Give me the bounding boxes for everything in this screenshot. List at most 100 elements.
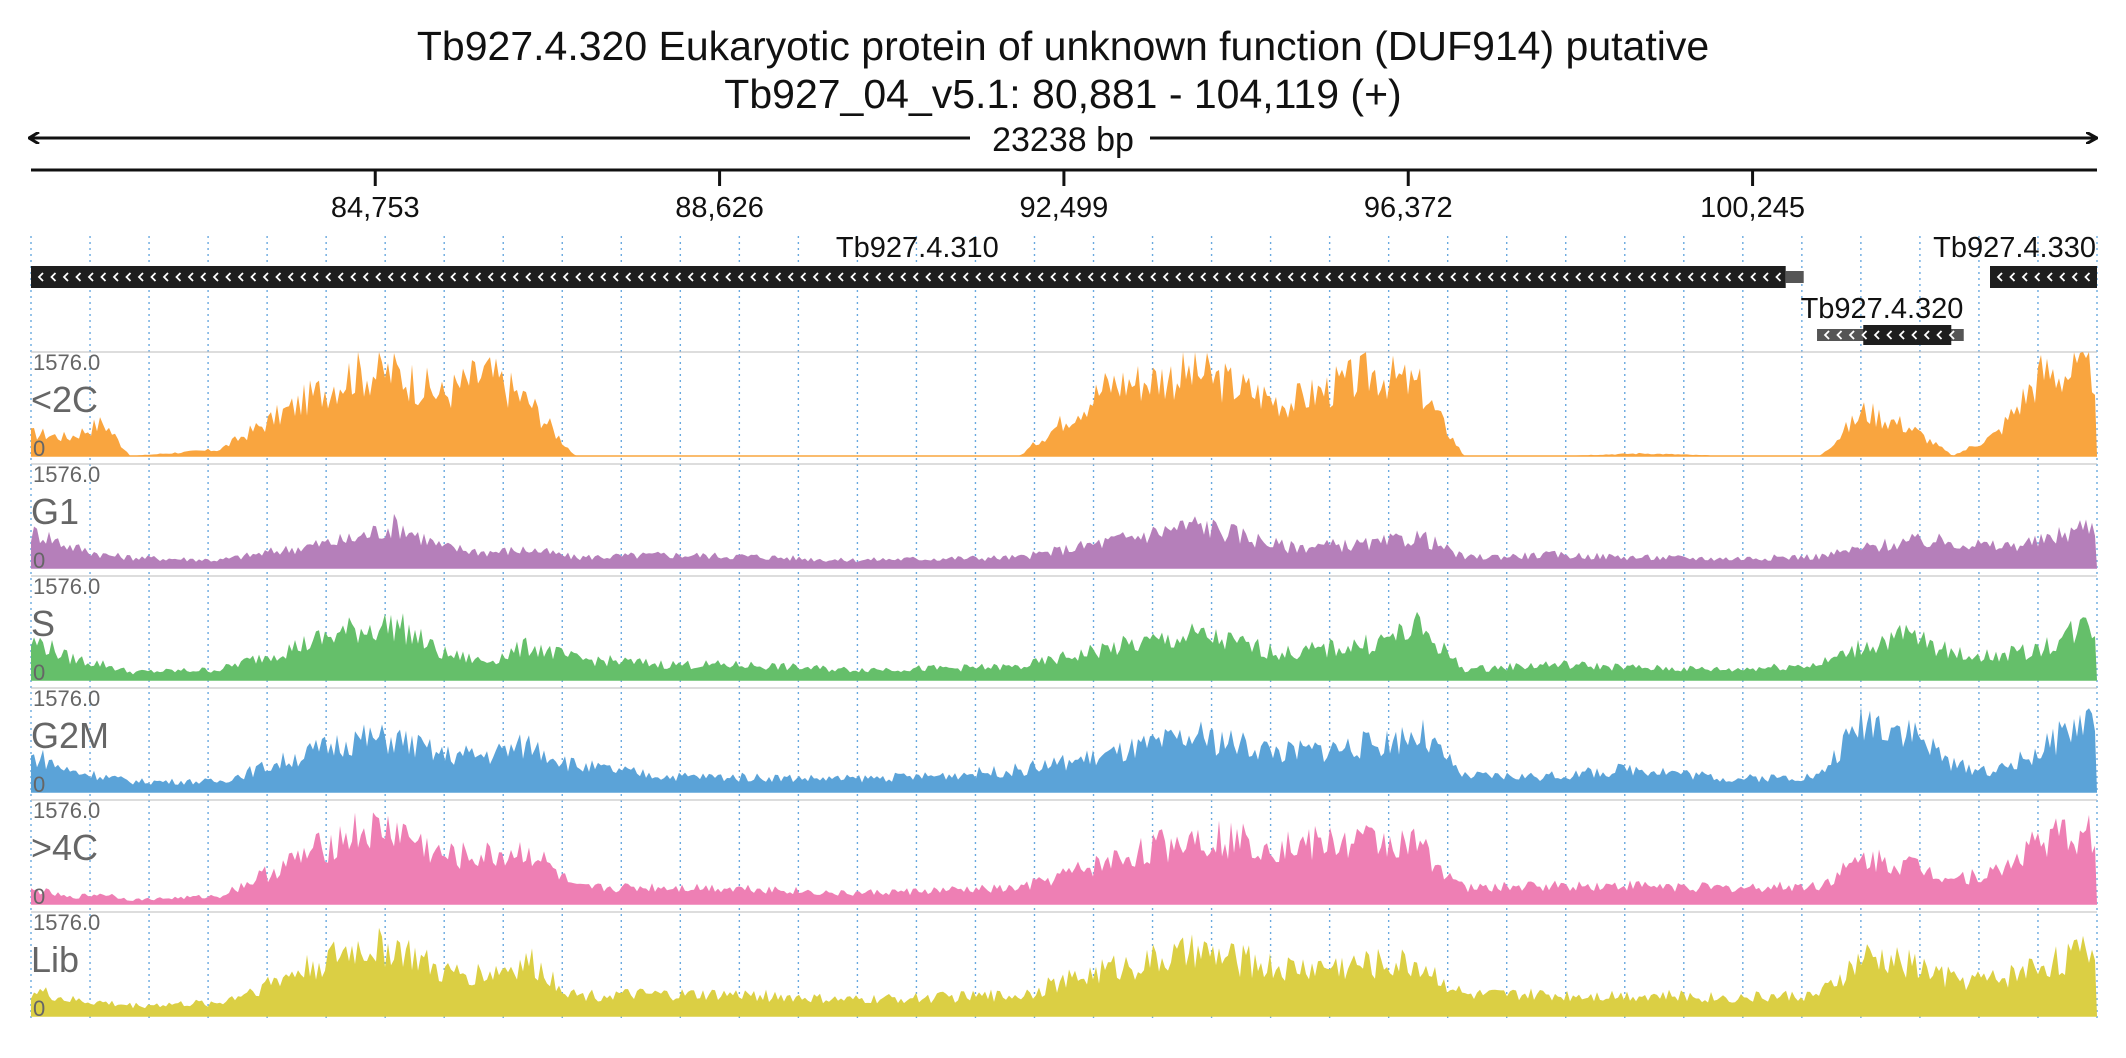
coverage-area-S <box>31 611 2097 680</box>
axis-tick-label: 84,753 <box>331 192 420 224</box>
strand-chevron <box>500 272 507 282</box>
strand-chevron <box>1911 330 1918 340</box>
strand-chevron <box>1675 272 1682 282</box>
strand-chevron <box>562 272 569 282</box>
track-name-label: <2C <box>31 379 98 420</box>
strand-chevron <box>1737 272 1744 282</box>
strand-chevron <box>1375 272 1382 282</box>
gene-tb927-4-320[interactable]: Tb927.4.320 <box>1801 293 1964 345</box>
coverage-area-G2M <box>31 706 2097 792</box>
strand-chevron <box>975 272 982 282</box>
strand-chevron <box>1112 272 1119 282</box>
strand-chevron <box>862 272 869 282</box>
strand-chevron <box>1437 272 1444 282</box>
strand-chevron <box>50 272 57 282</box>
strand-chevron <box>200 272 207 282</box>
strand-chevron <box>612 272 619 282</box>
strand-chevron <box>1687 272 1694 282</box>
track-ymin-label: 0 <box>33 548 45 573</box>
axis-tick-label: 92,499 <box>1020 192 1109 224</box>
strand-chevron <box>87 272 94 282</box>
strand-chevron <box>62 272 69 282</box>
strand-chevron <box>825 272 832 282</box>
strand-chevron <box>625 272 632 282</box>
strand-chevron <box>675 272 682 282</box>
strand-chevron <box>1012 272 1019 282</box>
strand-chevron <box>37 272 44 282</box>
strand-chevron <box>337 272 344 282</box>
strand-chevron <box>1562 272 1569 282</box>
strand-chevron <box>1775 272 1782 282</box>
strand-chevron <box>1350 272 1357 282</box>
strand-chevron <box>887 272 894 282</box>
strand-chevron <box>1300 272 1307 282</box>
coverage-area-G1 <box>31 513 2097 568</box>
strand-chevron <box>1700 272 1707 282</box>
strand-chevron <box>512 272 519 282</box>
strand-chevron <box>437 272 444 282</box>
track-ymax-label: 1576.0 <box>33 910 100 935</box>
strand-chevron <box>1525 272 1532 282</box>
strand-chevron <box>1662 272 1669 282</box>
strand-chevron <box>1898 330 1905 340</box>
strand-chevron <box>125 272 132 282</box>
strand-chevron <box>312 272 319 282</box>
strand-chevron <box>1637 272 1644 282</box>
strand-chevron <box>1861 330 1868 340</box>
strand-chevron <box>250 272 257 282</box>
strand-chevron <box>1175 272 1182 282</box>
strand-chevron <box>325 272 332 282</box>
strand-chevron <box>1162 272 1169 282</box>
strand-chevron <box>1362 272 1369 282</box>
strand-chevron <box>1312 272 1319 282</box>
strand-chevron <box>1712 272 1719 282</box>
strand-chevron <box>375 272 382 282</box>
strand-chevron <box>2084 272 2091 282</box>
track-ymin-label: 0 <box>33 996 45 1021</box>
strand-chevron <box>1462 272 1469 282</box>
strand-chevron <box>837 272 844 282</box>
strand-chevron <box>1225 272 1232 282</box>
strand-chevron <box>1612 272 1619 282</box>
strand-chevron <box>1996 272 2003 282</box>
coverage-track: 1576.0 <2C 0 <box>31 350 2097 461</box>
strand-chevron <box>1450 272 1457 282</box>
strand-chevron <box>1550 272 1557 282</box>
strand-chevron <box>1936 330 1943 340</box>
strand-chevron <box>1762 272 1769 282</box>
strand-chevron <box>787 272 794 282</box>
track-ymax-label: 1576.0 <box>33 462 100 487</box>
gene-label: Tb927.4.310 <box>836 232 999 264</box>
gene-body <box>1863 325 1952 345</box>
track-name-label: S <box>31 603 55 644</box>
strand-chevron <box>1487 272 1494 282</box>
strand-chevron <box>1387 272 1394 282</box>
coverage-area->4C <box>31 812 2097 904</box>
gene-tb927-4-310[interactable]: Tb927.4.310 <box>31 232 1804 288</box>
gene-tb927-4-330[interactable]: Tb927.4.330 <box>1933 232 2097 288</box>
gene-body <box>31 266 1786 288</box>
strand-chevron <box>900 272 907 282</box>
strand-chevron <box>987 272 994 282</box>
track-name-label: Lib <box>31 939 79 980</box>
strand-chevron <box>450 272 457 282</box>
strand-chevron <box>212 272 219 282</box>
strand-chevron <box>237 272 244 282</box>
strand-chevron <box>1062 272 1069 282</box>
strand-chevron <box>1587 272 1594 282</box>
strand-chevron <box>1848 330 1855 340</box>
track-ymax-label: 1576.0 <box>33 798 100 823</box>
strand-chevron <box>1425 272 1432 282</box>
strand-chevron <box>637 272 644 282</box>
strand-chevron <box>762 272 769 282</box>
coverage-track: 1576.0 S 0 <box>31 574 2097 685</box>
strand-chevron <box>1512 272 1519 282</box>
track-name-label: G2M <box>31 715 109 756</box>
chart-title: Tb927.4.320 Eukaryotic protein of unknow… <box>416 23 1710 69</box>
strand-chevron <box>600 272 607 282</box>
strand-chevron <box>1923 330 1930 340</box>
strand-chevron <box>2021 272 2028 282</box>
strand-chevron <box>912 272 919 282</box>
strand-chevron <box>575 272 582 282</box>
